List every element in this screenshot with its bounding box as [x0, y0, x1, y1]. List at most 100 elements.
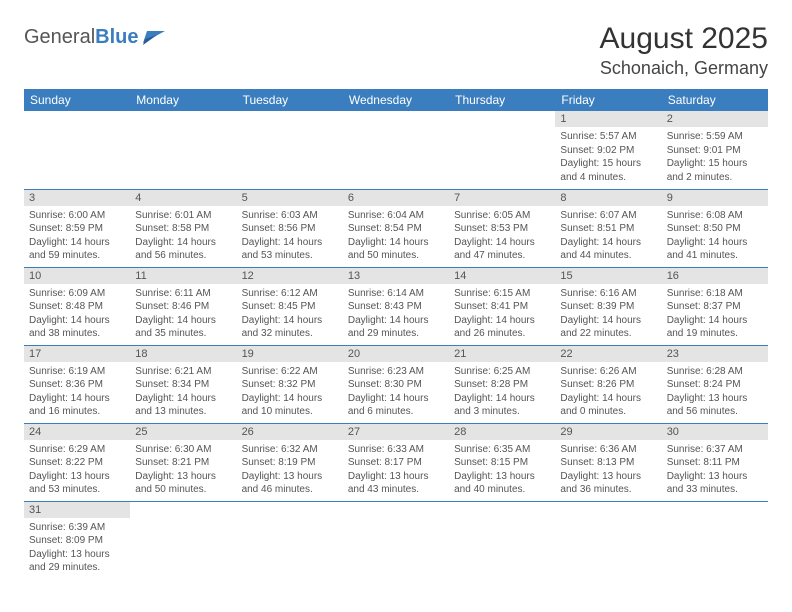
sunrise-text: Sunrise: 6:07 AM	[560, 209, 656, 223]
day-number: 1	[555, 111, 661, 127]
sunset-text: Sunset: 8:28 PM	[454, 378, 550, 392]
day-details: Sunrise: 6:21 AMSunset: 8:34 PMDaylight:…	[130, 362, 236, 423]
calendar-cell: 25Sunrise: 6:30 AMSunset: 8:21 PMDayligh…	[130, 423, 236, 501]
sunset-text: Sunset: 8:58 PM	[135, 222, 231, 236]
flag-icon	[143, 29, 165, 45]
day-number: 12	[237, 268, 343, 284]
calendar-cell: 18Sunrise: 6:21 AMSunset: 8:34 PMDayligh…	[130, 345, 236, 423]
sunrise-text: Sunrise: 6:23 AM	[348, 365, 444, 379]
sunrise-text: Sunrise: 6:03 AM	[242, 209, 338, 223]
sunset-text: Sunset: 8:41 PM	[454, 300, 550, 314]
day-details: Sunrise: 6:08 AMSunset: 8:50 PMDaylight:…	[662, 206, 768, 267]
calendar-cell: 15Sunrise: 6:16 AMSunset: 8:39 PMDayligh…	[555, 267, 661, 345]
day-number: 25	[130, 424, 236, 440]
sunrise-text: Sunrise: 6:36 AM	[560, 443, 656, 457]
sunrise-text: Sunrise: 6:32 AM	[242, 443, 338, 457]
sunrise-text: Sunrise: 6:05 AM	[454, 209, 550, 223]
sunset-text: Sunset: 8:53 PM	[454, 222, 550, 236]
sunset-text: Sunset: 8:46 PM	[135, 300, 231, 314]
day-number: 21	[449, 346, 555, 362]
logo: GeneralBlue	[24, 22, 165, 49]
day-details: Sunrise: 6:33 AMSunset: 8:17 PMDaylight:…	[343, 440, 449, 501]
calendar-cell: 8Sunrise: 6:07 AMSunset: 8:51 PMDaylight…	[555, 189, 661, 267]
sunrise-text: Sunrise: 6:04 AM	[348, 209, 444, 223]
calendar-row: 31Sunrise: 6:39 AMSunset: 8:09 PMDayligh…	[24, 501, 768, 579]
day-details: Sunrise: 6:36 AMSunset: 8:13 PMDaylight:…	[555, 440, 661, 501]
month-title: August 2025	[600, 22, 768, 56]
calendar-cell-empty	[343, 501, 449, 579]
calendar-body: 1Sunrise: 5:57 AMSunset: 9:02 PMDaylight…	[24, 111, 768, 579]
calendar-cell-empty	[130, 111, 236, 189]
weekday-header: Friday	[555, 89, 661, 111]
weekday-header: Monday	[130, 89, 236, 111]
logo-blue: Blue	[95, 26, 138, 48]
calendar-cell: 30Sunrise: 6:37 AMSunset: 8:11 PMDayligh…	[662, 423, 768, 501]
calendar-cell: 4Sunrise: 6:01 AMSunset: 8:58 PMDaylight…	[130, 189, 236, 267]
logo-text: GeneralBlue	[24, 26, 139, 49]
sunset-text: Sunset: 8:32 PM	[242, 378, 338, 392]
day-details: Sunrise: 6:12 AMSunset: 8:45 PMDaylight:…	[237, 284, 343, 345]
day-details: Sunrise: 6:32 AMSunset: 8:19 PMDaylight:…	[237, 440, 343, 501]
weekday-header: Thursday	[449, 89, 555, 111]
sunrise-text: Sunrise: 6:35 AM	[454, 443, 550, 457]
daylight-text: Daylight: 14 hours and 3 minutes.	[454, 392, 550, 419]
calendar-cell: 17Sunrise: 6:19 AMSunset: 8:36 PMDayligh…	[24, 345, 130, 423]
daylight-text: Daylight: 14 hours and 35 minutes.	[135, 314, 231, 341]
day-details: Sunrise: 6:26 AMSunset: 8:26 PMDaylight:…	[555, 362, 661, 423]
daylight-text: Daylight: 13 hours and 40 minutes.	[454, 470, 550, 497]
calendar-cell-empty	[662, 501, 768, 579]
daylight-text: Daylight: 13 hours and 46 minutes.	[242, 470, 338, 497]
daylight-text: Daylight: 14 hours and 10 minutes.	[242, 392, 338, 419]
calendar-cell-empty	[449, 501, 555, 579]
day-number: 3	[24, 190, 130, 206]
daylight-text: Daylight: 13 hours and 43 minutes.	[348, 470, 444, 497]
calendar-cell-empty	[343, 111, 449, 189]
day-details: Sunrise: 6:25 AMSunset: 8:28 PMDaylight:…	[449, 362, 555, 423]
calendar-cell: 1Sunrise: 5:57 AMSunset: 9:02 PMDaylight…	[555, 111, 661, 189]
sunrise-text: Sunrise: 6:29 AM	[29, 443, 125, 457]
calendar-cell: 6Sunrise: 6:04 AMSunset: 8:54 PMDaylight…	[343, 189, 449, 267]
day-details: Sunrise: 6:01 AMSunset: 8:58 PMDaylight:…	[130, 206, 236, 267]
day-number: 26	[237, 424, 343, 440]
sunrise-text: Sunrise: 6:39 AM	[29, 521, 125, 535]
daylight-text: Daylight: 15 hours and 4 minutes.	[560, 157, 656, 184]
calendar-cell: 23Sunrise: 6:28 AMSunset: 8:24 PMDayligh…	[662, 345, 768, 423]
calendar-cell: 20Sunrise: 6:23 AMSunset: 8:30 PMDayligh…	[343, 345, 449, 423]
calendar-cell: 11Sunrise: 6:11 AMSunset: 8:46 PMDayligh…	[130, 267, 236, 345]
day-details: Sunrise: 5:57 AMSunset: 9:02 PMDaylight:…	[555, 127, 661, 188]
day-number: 13	[343, 268, 449, 284]
day-number: 11	[130, 268, 236, 284]
sunrise-text: Sunrise: 6:26 AM	[560, 365, 656, 379]
day-number: 24	[24, 424, 130, 440]
day-details: Sunrise: 6:22 AMSunset: 8:32 PMDaylight:…	[237, 362, 343, 423]
calendar-cell: 13Sunrise: 6:14 AMSunset: 8:43 PMDayligh…	[343, 267, 449, 345]
sunset-text: Sunset: 8:26 PM	[560, 378, 656, 392]
sunset-text: Sunset: 9:02 PM	[560, 144, 656, 158]
calendar-cell: 12Sunrise: 6:12 AMSunset: 8:45 PMDayligh…	[237, 267, 343, 345]
sunset-text: Sunset: 8:37 PM	[667, 300, 763, 314]
sunset-text: Sunset: 8:13 PM	[560, 456, 656, 470]
day-number: 22	[555, 346, 661, 362]
sunset-text: Sunset: 8:50 PM	[667, 222, 763, 236]
day-details: Sunrise: 6:07 AMSunset: 8:51 PMDaylight:…	[555, 206, 661, 267]
calendar-cell: 16Sunrise: 6:18 AMSunset: 8:37 PMDayligh…	[662, 267, 768, 345]
day-details: Sunrise: 6:29 AMSunset: 8:22 PMDaylight:…	[24, 440, 130, 501]
day-number: 10	[24, 268, 130, 284]
day-details: Sunrise: 6:39 AMSunset: 8:09 PMDaylight:…	[24, 518, 130, 579]
sunrise-text: Sunrise: 6:16 AM	[560, 287, 656, 301]
title-block: August 2025 Schonaich, Germany	[600, 22, 768, 79]
daylight-text: Daylight: 15 hours and 2 minutes.	[667, 157, 763, 184]
sunset-text: Sunset: 8:51 PM	[560, 222, 656, 236]
daylight-text: Daylight: 13 hours and 33 minutes.	[667, 470, 763, 497]
calendar-cell: 9Sunrise: 6:08 AMSunset: 8:50 PMDaylight…	[662, 189, 768, 267]
sunset-text: Sunset: 8:15 PM	[454, 456, 550, 470]
sunset-text: Sunset: 8:54 PM	[348, 222, 444, 236]
daylight-text: Daylight: 14 hours and 29 minutes.	[348, 314, 444, 341]
sunrise-text: Sunrise: 6:15 AM	[454, 287, 550, 301]
daylight-text: Daylight: 14 hours and 50 minutes.	[348, 236, 444, 263]
day-number: 9	[662, 190, 768, 206]
sunset-text: Sunset: 8:59 PM	[29, 222, 125, 236]
logo-general: General	[24, 26, 95, 48]
day-details: Sunrise: 6:18 AMSunset: 8:37 PMDaylight:…	[662, 284, 768, 345]
daylight-text: Daylight: 14 hours and 32 minutes.	[242, 314, 338, 341]
